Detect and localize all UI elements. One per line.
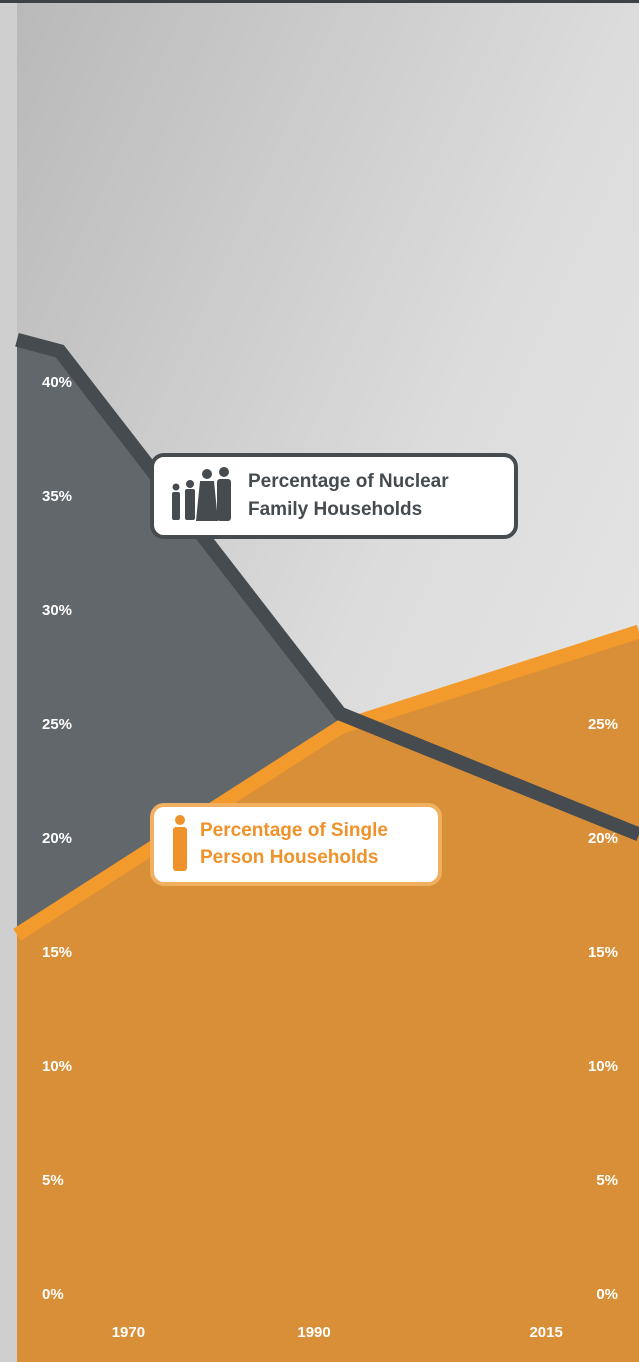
y-tick-label: 25% bbox=[42, 716, 72, 733]
annotation-line: Percentage of Single bbox=[200, 820, 388, 841]
y-tick-label: 10% bbox=[42, 1058, 72, 1075]
y2-tick-label: 5% bbox=[596, 1172, 618, 1189]
x-tick-label: 2015 bbox=[529, 1324, 562, 1341]
y2-tick-label: 0% bbox=[596, 1286, 618, 1303]
y-tick-label: 35% bbox=[42, 488, 72, 505]
y2-tick-label: 20% bbox=[588, 830, 618, 847]
top-bar bbox=[0, 0, 639, 3]
annotation-line: Family Households bbox=[248, 499, 422, 520]
annotation-line: Person Households bbox=[200, 847, 378, 868]
y-tick-label: 5% bbox=[42, 1172, 64, 1189]
chart: 0% 5% 10% 15% 20% 25% 30% 35% 40% 0% 5% 10% 15% 20% 25… bbox=[0, 0, 639, 1362]
y2-tick-label: 25% bbox=[588, 716, 618, 733]
y-tick-label: 40% bbox=[42, 374, 72, 391]
y2-tick-label: 10% bbox=[588, 1058, 618, 1075]
x-tick-label: 1970 bbox=[112, 1324, 145, 1341]
annotation-box bbox=[152, 805, 440, 884]
y-tick-label: 30% bbox=[42, 602, 72, 619]
x-tick-label: 1990 bbox=[297, 1324, 330, 1341]
single-annotation: Percentage of Single Person Households bbox=[152, 805, 440, 884]
y-tick-label: 20% bbox=[42, 830, 72, 847]
y2-tick-label: 15% bbox=[588, 944, 618, 961]
nuclear-annotation: Percentage of Nuclear Family Households bbox=[152, 455, 516, 537]
y-tick-label: 0% bbox=[42, 1286, 64, 1303]
y-tick-label: 15% bbox=[42, 944, 72, 961]
annotation-line: Percentage of Nuclear bbox=[248, 471, 449, 492]
